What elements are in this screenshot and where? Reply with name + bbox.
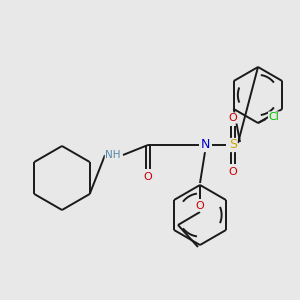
Text: NH: NH [105,150,121,160]
Text: Cl: Cl [268,112,279,122]
Text: O: O [196,201,204,211]
Text: O: O [229,167,237,177]
Text: O: O [229,113,237,123]
Text: N: N [200,139,210,152]
Text: S: S [229,139,237,152]
Text: O: O [144,172,152,182]
